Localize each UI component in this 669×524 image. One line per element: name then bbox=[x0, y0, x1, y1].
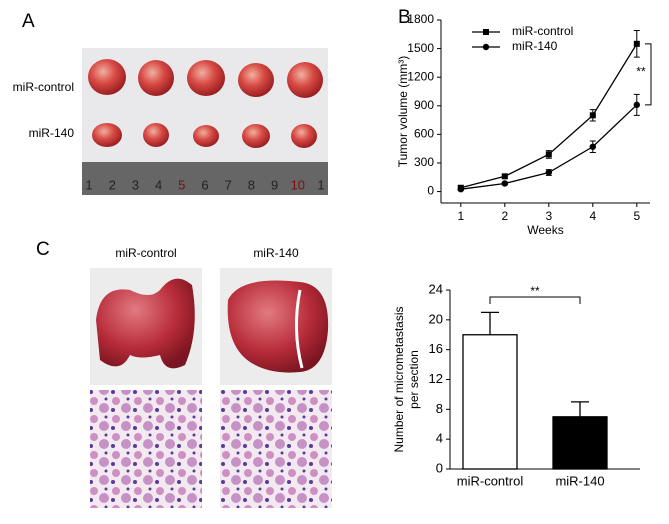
x-axis-label: Weeks bbox=[527, 223, 563, 237]
ruler-number: 9 bbox=[271, 177, 278, 192]
x-tick-label: 2 bbox=[501, 209, 508, 223]
y-tick-label: 16 bbox=[429, 341, 443, 356]
marker bbox=[589, 112, 596, 119]
legend-label: miR-control bbox=[512, 24, 573, 38]
bar bbox=[462, 334, 518, 470]
row-label: miR-140 bbox=[29, 126, 75, 140]
bracket bbox=[489, 296, 581, 304]
y-tick-label: 600 bbox=[414, 127, 434, 141]
y-axis-label: per section bbox=[407, 350, 421, 409]
marker bbox=[589, 143, 596, 150]
ruler-number: 4 bbox=[155, 177, 162, 192]
x-tick-label: miR-140 bbox=[555, 473, 604, 488]
y-tick-label: 4 bbox=[436, 431, 443, 446]
ruler-number: 7 bbox=[225, 177, 232, 192]
legend-label: miR-140 bbox=[512, 39, 558, 53]
ruler-number: 6 bbox=[201, 177, 208, 192]
x-tick-label: 5 bbox=[633, 209, 640, 223]
marker bbox=[501, 180, 508, 187]
marker bbox=[545, 151, 552, 158]
ruler-number: 10 bbox=[291, 177, 305, 192]
y-tick-label: 12 bbox=[429, 371, 443, 386]
column-label: miR-control bbox=[115, 246, 176, 260]
y-tick-label: 1500 bbox=[407, 41, 434, 55]
row-label: miR-control bbox=[13, 80, 74, 94]
line bbox=[460, 43, 638, 189]
error-bar bbox=[571, 401, 589, 417]
marker bbox=[633, 101, 640, 109]
y-tick-label: 1200 bbox=[407, 69, 434, 83]
marker bbox=[633, 40, 640, 47]
ruler bbox=[82, 162, 328, 195]
x-tick-label: 1 bbox=[457, 209, 464, 223]
y-tick-label: 0 bbox=[427, 184, 434, 198]
y-axis-label: Number of micrometastasis bbox=[392, 306, 406, 452]
ruler-number: 5 bbox=[178, 177, 185, 192]
panel-label: A bbox=[22, 11, 35, 32]
x-tick-label: miR-control bbox=[457, 473, 524, 488]
y-tick-label: 0 bbox=[436, 460, 443, 475]
ruler-number: 1 bbox=[317, 177, 324, 192]
lung-gap bbox=[294, 289, 304, 369]
marker bbox=[457, 185, 464, 193]
x-tick-label: 4 bbox=[589, 209, 596, 223]
y-tick-label: 1800 bbox=[407, 12, 434, 26]
ruler-number: 8 bbox=[248, 177, 255, 192]
ruler-number: 1 bbox=[85, 177, 92, 192]
marker bbox=[545, 169, 552, 176]
y-tick-label: 8 bbox=[436, 401, 443, 416]
histology bbox=[220, 390, 332, 508]
bracket bbox=[645, 43, 652, 106]
tumors bbox=[88, 59, 323, 148]
histology bbox=[90, 390, 202, 508]
ruler-number: 2 bbox=[109, 177, 116, 192]
error-bar bbox=[481, 311, 499, 335]
legend-marker bbox=[482, 43, 490, 51]
annotation: ** bbox=[636, 65, 646, 79]
y-tick-label: 24 bbox=[429, 281, 443, 296]
annotation: ** bbox=[530, 284, 540, 298]
y-axis-label: Tumor volume (mm³) bbox=[396, 56, 410, 168]
panel-label: C bbox=[36, 239, 50, 260]
column-label: miR-140 bbox=[253, 246, 299, 260]
bar bbox=[552, 416, 608, 470]
line bbox=[460, 104, 638, 190]
lung bbox=[96, 278, 195, 369]
lung bbox=[227, 280, 329, 373]
legend-marker bbox=[483, 29, 489, 35]
y-tick-label: 900 bbox=[414, 98, 434, 112]
y-tick-label: 300 bbox=[414, 155, 434, 169]
panel-label: B bbox=[398, 7, 411, 28]
y-tick-label: 20 bbox=[429, 311, 443, 326]
ruler-number: 3 bbox=[132, 177, 139, 192]
marker bbox=[501, 173, 508, 180]
x-tick-label: 3 bbox=[545, 209, 552, 223]
